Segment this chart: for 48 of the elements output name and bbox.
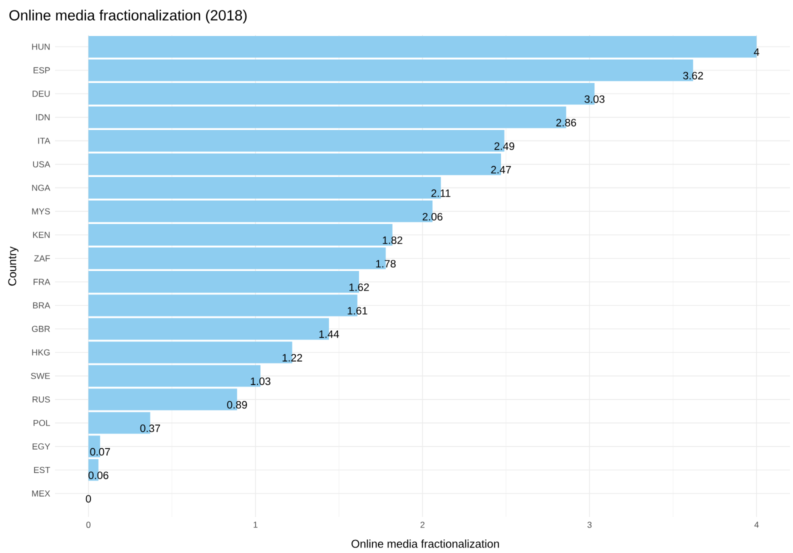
data-label: 2.86 <box>556 118 576 126</box>
x-axis-title: Online media fractionalization <box>352 539 499 548</box>
y-tick-label: HUN <box>32 44 50 50</box>
data-label: 0.89 <box>227 401 247 409</box>
y-axis-title: Country <box>8 246 18 286</box>
data-label: 1.78 <box>376 260 396 268</box>
data-label: 0.07 <box>90 448 110 456</box>
data-label: 1.82 <box>382 236 402 244</box>
y-tick-label: SWE <box>30 372 50 379</box>
x-tick-label: 4 <box>754 522 759 528</box>
y-tick-label: BRA <box>33 302 50 308</box>
chart-title: Online media fractionalization (2018) <box>9 10 247 24</box>
x-tick-label: 3 <box>587 522 592 528</box>
data-label: 2.49 <box>494 142 514 150</box>
data-label: 0.37 <box>140 424 160 432</box>
data-label: 1.62 <box>349 283 369 292</box>
y-tick-label: ZAF <box>34 255 50 262</box>
data-label: 1.03 <box>250 378 270 386</box>
data-label: 1.61 <box>348 306 368 315</box>
y-tick-label: NGA <box>32 184 50 191</box>
data-label: 3.62 <box>683 72 703 80</box>
x-tick-label: 2 <box>420 522 424 528</box>
y-tick-label: HKG <box>32 349 50 356</box>
y-tick-label: DEU <box>32 90 50 97</box>
x-tick-label: 1 <box>254 522 258 528</box>
data-label: 2.11 <box>431 189 450 197</box>
y-tick-label: FRA <box>34 278 50 285</box>
data-label: 0 <box>86 495 91 503</box>
data-label: 4 <box>754 48 760 56</box>
y-tick-label: ITA <box>38 138 50 144</box>
data-label: 2.06 <box>422 212 442 220</box>
data-label: 1.22 <box>282 354 302 362</box>
y-tick-label: MYS <box>32 208 50 214</box>
data-label: 3.03 <box>584 95 604 103</box>
y-tick-label: MEX <box>32 490 50 496</box>
y-tick-label: KEN <box>33 232 50 238</box>
y-tick-label: POL <box>34 420 50 426</box>
y-tick-label: ESP <box>34 67 50 74</box>
y-tick-label: IDN <box>36 114 50 120</box>
y-tick-label: GBR <box>32 326 50 332</box>
data-label: 0.06 <box>88 472 108 480</box>
data-label: 1.44 <box>319 330 340 338</box>
data-label: 2.47 <box>491 166 511 174</box>
y-tick-label: EGY <box>32 443 50 450</box>
y-tick-label: EST <box>34 466 50 474</box>
x-tick-label: 0 <box>86 522 90 528</box>
y-tick-label: RUS <box>32 396 50 402</box>
y-tick-label: USA <box>33 161 50 168</box>
